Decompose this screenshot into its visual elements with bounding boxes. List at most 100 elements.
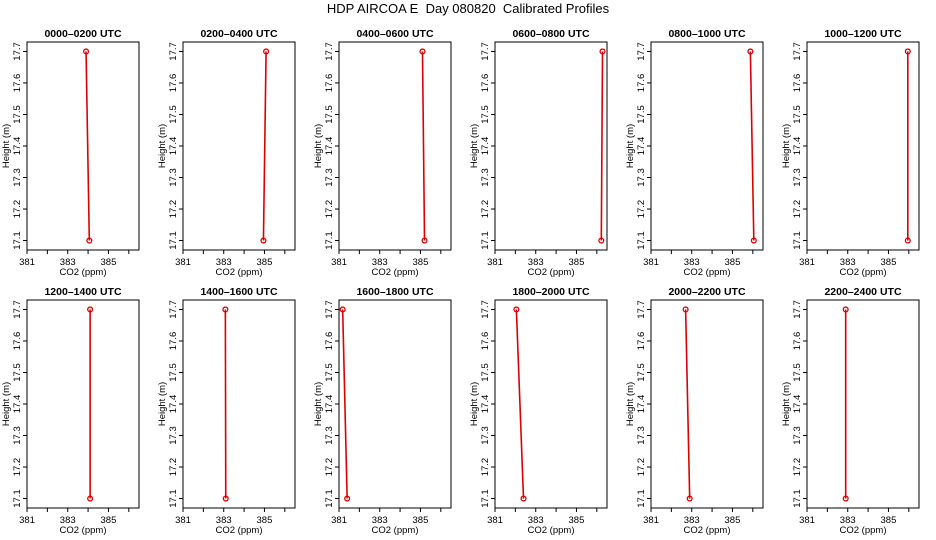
x-tick-label: 383 [840, 257, 856, 268]
profile-point [86, 237, 93, 244]
plot-frame [806, 299, 920, 509]
y-tick-label: 17.5 [324, 363, 335, 382]
chart-panel-4: 0600–0800 UTC 17.1 17.2 17.3 17.4 17.5 17.6 17.… [469, 28, 608, 278]
profile-point [520, 495, 527, 502]
y-tick-label: 17.6 [792, 74, 803, 93]
y-tick-label: 17.4 [12, 137, 23, 156]
chart-panel-11: 2000–2200 UTC 17.1 17.2 17.3 17.4 17.5 17.6 17.… [625, 286, 764, 536]
y-axis-label: Height (m) [313, 124, 324, 168]
y-tick-label: 17.6 [324, 74, 335, 93]
y-tick-label: 17.6 [480, 74, 491, 93]
profile-point [83, 48, 90, 55]
x-tick-label: 383 [60, 515, 76, 526]
chart-panel-7: 1200–1400 UTC 17.1 17.2 17.3 17.4 17.5 17.6 17.… [1, 286, 140, 536]
profile-line [600, 51, 604, 241]
y-tick-label: 17.3 [480, 426, 491, 445]
y-tick-label: 17.4 [480, 137, 491, 156]
y-tick-label: 17.7 [324, 300, 335, 319]
y-tick-label: 17.7 [12, 300, 23, 319]
plot-frame [182, 299, 296, 509]
x-tick-label: 385 [881, 515, 897, 526]
y-axis-label: Height (m) [157, 124, 168, 168]
y-tick-label: 17.4 [636, 137, 647, 156]
profile-point [513, 306, 520, 313]
y-tick-label: 17.4 [324, 395, 335, 414]
x-tick-label: 381 [643, 515, 659, 526]
chart-panel-1: 0000–0200 UTC 17.1 17.2 17.3 17.4 17.5 17.6 17.… [1, 28, 140, 278]
x-tick-label: 383 [216, 257, 232, 268]
y-tick-label: 17.4 [792, 395, 803, 414]
y-axis-label: Height (m) [625, 124, 636, 168]
plot-frame [494, 299, 608, 509]
x-tick-label: 381 [175, 257, 191, 268]
profile-point [599, 48, 606, 55]
chart-panel-6: 1000–1200 UTC 17.1 17.2 17.3 17.4 17.5 17.6 17.… [781, 28, 920, 278]
y-tick-label: 17.5 [12, 105, 23, 124]
y-axis-label: Height (m) [313, 382, 324, 426]
plot-frame [338, 41, 452, 251]
chart-title: 0600–0800 UTC [512, 28, 589, 40]
chart-title: 0000–0200 UTC [44, 28, 121, 40]
y-tick-label: 17.2 [12, 458, 23, 477]
x-tick-label: 383 [840, 515, 856, 526]
y-tick-label: 17.4 [168, 137, 179, 156]
y-tick-label: 17.3 [636, 426, 647, 445]
y-axis-label: Height (m) [469, 382, 480, 426]
plot-frame [494, 41, 608, 251]
y-tick-label: 17.7 [480, 300, 491, 319]
profile-point [747, 48, 754, 55]
y-tick-label: 17.1 [12, 231, 23, 250]
x-tick-label: 385 [257, 257, 273, 268]
y-tick-label: 17.1 [168, 489, 179, 508]
x-tick-label: 385 [413, 257, 429, 268]
chart-title: 0800–1000 UTC [668, 28, 745, 40]
x-axis-label: CO2 (ppm) [60, 525, 107, 536]
y-tick-label: 17.2 [480, 200, 491, 219]
y-tick-label: 17.6 [480, 332, 491, 351]
x-tick-label: 381 [799, 515, 815, 526]
y-tick-label: 17.1 [168, 231, 179, 250]
chart-panel-9: 1600–1800 UTC 17.1 17.2 17.3 17.4 17.5 17.6 17.… [313, 286, 452, 536]
y-tick-label: 17.5 [12, 363, 23, 382]
y-tick-label: 17.3 [792, 426, 803, 445]
x-tick-label: 383 [528, 515, 544, 526]
y-tick-label: 17.6 [324, 332, 335, 351]
y-tick-label: 17.5 [168, 363, 179, 382]
y-tick-label: 17.5 [636, 105, 647, 124]
y-tick-label: 17.6 [12, 74, 23, 93]
y-tick-label: 17.1 [12, 489, 23, 508]
plot-frame [806, 41, 920, 251]
x-tick-label: 385 [881, 257, 897, 268]
plot-frame [650, 299, 764, 509]
y-tick-label: 17.3 [636, 168, 647, 187]
y-tick-label: 17.2 [636, 200, 647, 219]
y-axis-label: Height (m) [781, 124, 792, 168]
y-tick-label: 17.7 [168, 42, 179, 61]
profile-point [260, 237, 267, 244]
y-tick-label: 17.5 [480, 105, 491, 124]
y-axis-label: Height (m) [625, 382, 636, 426]
profile-line [85, 51, 91, 241]
x-tick-label: 385 [413, 515, 429, 526]
profile-point [222, 306, 229, 313]
x-tick-label: 383 [372, 257, 388, 268]
y-tick-label: 17.1 [636, 489, 647, 508]
chart-panel-10: 1800–2000 UTC 17.1 17.2 17.3 17.4 17.5 17.6 17.… [469, 286, 608, 536]
chart-title: 2200–2400 UTC [824, 286, 901, 298]
x-tick-label: 385 [569, 515, 585, 526]
chart-panel-8: 1400–1600 UTC 17.1 17.2 17.3 17.4 17.5 17.6 17.… [157, 286, 296, 536]
y-tick-label: 17.5 [792, 363, 803, 382]
profile-line [684, 309, 691, 499]
x-tick-label: 381 [175, 515, 191, 526]
profile-point [222, 495, 229, 502]
y-tick-label: 17.2 [480, 458, 491, 477]
profile-point [904, 48, 911, 55]
profile-point [344, 495, 351, 502]
y-tick-label: 17.3 [12, 168, 23, 187]
y-tick-label: 17.6 [792, 332, 803, 351]
y-tick-label: 17.5 [480, 363, 491, 382]
profile-point [419, 48, 426, 55]
y-tick-label: 17.3 [168, 426, 179, 445]
profile-point [263, 48, 270, 55]
x-tick-label: 381 [331, 515, 347, 526]
